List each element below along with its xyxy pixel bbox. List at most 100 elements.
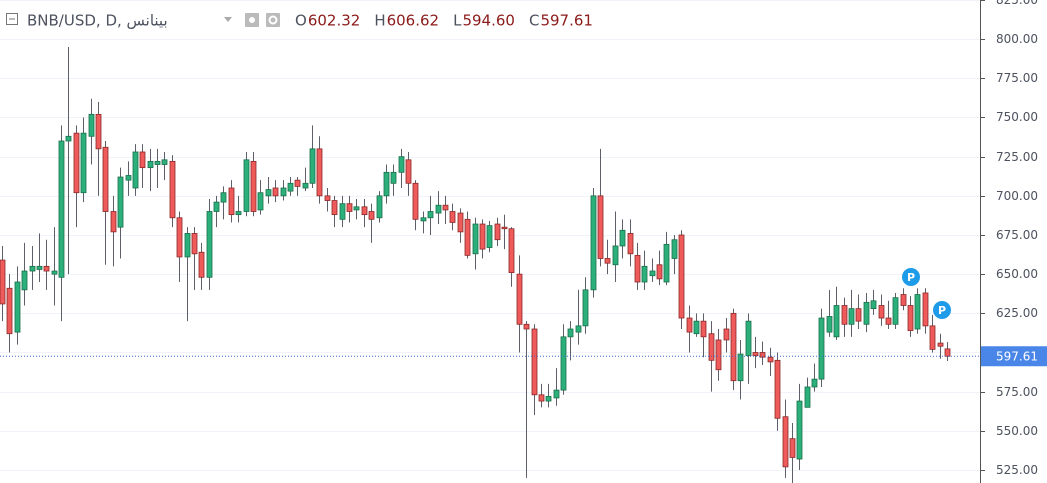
candle-body <box>619 229 626 247</box>
candle-body <box>272 187 279 197</box>
candle-body <box>678 234 685 319</box>
candle-body <box>545 395 552 402</box>
ohlc-key: C <box>529 12 539 30</box>
candle-body <box>265 189 272 197</box>
event-marker[interactable] <box>933 301 951 319</box>
candle-body <box>870 300 877 310</box>
candle-body <box>309 148 316 184</box>
candle-body <box>405 159 412 184</box>
candle-body <box>715 339 722 371</box>
candle-body <box>58 140 65 278</box>
header-bg <box>0 10 210 32</box>
candle-body <box>191 233 198 255</box>
candle-body <box>604 258 611 264</box>
candle-body <box>900 294 907 306</box>
candle-body <box>782 416 789 468</box>
candle-body <box>789 438 796 458</box>
candle-body <box>198 251 205 278</box>
dropdown-arrow[interactable] <box>224 17 232 22</box>
candle-body <box>833 305 840 338</box>
candle-body <box>464 218 471 256</box>
candle-body <box>553 389 560 399</box>
candle-body <box>435 204 442 214</box>
candle-body <box>95 113 102 150</box>
candle-body <box>427 211 434 219</box>
y-tick-label: 750.00 <box>996 110 1038 124</box>
candle-body <box>442 204 449 211</box>
event-marker[interactable] <box>902 268 920 286</box>
price-axis: 525.00550.00575.00600.00625.00650.00675.… <box>980 0 1047 477</box>
candle-body <box>671 239 678 259</box>
candle-body <box>472 223 479 255</box>
candle-body <box>686 317 693 333</box>
candle-body <box>80 132 87 194</box>
candle-body <box>774 359 781 419</box>
candle-body <box>88 113 95 137</box>
candle-body <box>708 333 715 361</box>
candle-body <box>582 289 589 327</box>
candle-body <box>745 320 752 357</box>
y-tick-label: 650.00 <box>996 267 1038 281</box>
candle-body <box>257 192 264 211</box>
candle-body <box>567 328 574 338</box>
event-marker-glyph: P <box>907 271 915 284</box>
y-tick-label: 525.00 <box>996 463 1038 477</box>
candle-body <box>213 201 220 212</box>
candles <box>0 46 980 483</box>
candle-body <box>848 308 855 325</box>
ohlc-values: O 602.32 H 606.62 L 594.60 C 597.61 <box>295 12 593 30</box>
candle-body <box>590 195 597 291</box>
candle-body <box>457 212 464 233</box>
settings-button[interactable] <box>266 13 280 27</box>
settings-glyph <box>268 15 278 25</box>
candle-body <box>885 317 892 325</box>
y-tick-label: 725.00 <box>996 150 1038 164</box>
y-tick-label: 700.00 <box>996 189 1038 203</box>
candle-body <box>641 265 648 283</box>
candle-body <box>147 160 154 169</box>
candle-body <box>280 187 287 197</box>
candle-body <box>331 200 338 216</box>
candle-body <box>922 292 929 327</box>
candle-body <box>723 328 730 341</box>
candle-body <box>560 336 567 391</box>
candle-body <box>398 156 405 173</box>
candle-body <box>878 305 885 319</box>
candle-body <box>14 281 21 333</box>
candle-body <box>206 211 213 278</box>
ohlc-key: L <box>453 12 462 30</box>
candle-body <box>29 265 36 272</box>
candle-body <box>102 146 109 212</box>
ohlc-value: 597.61 <box>540 12 593 30</box>
candle-body <box>929 325 936 350</box>
collapse-button[interactable] <box>6 13 18 25</box>
candle-body <box>656 264 663 280</box>
candle-body <box>538 394 545 402</box>
candle-body <box>597 195 604 259</box>
candle-body <box>65 135 72 142</box>
candle-body <box>324 195 331 201</box>
candle-body <box>937 342 944 347</box>
candle-body <box>841 305 848 325</box>
ohlc-key: O <box>295 12 307 30</box>
candle-body <box>855 308 862 322</box>
ohlc-value: 602.32 <box>308 12 361 30</box>
candle-body <box>353 206 360 211</box>
candle-body <box>612 245 619 266</box>
last-price-badge <box>981 346 1047 367</box>
candle-body <box>176 217 183 258</box>
candle-body <box>294 179 301 187</box>
y-tick-label: 675.00 <box>996 228 1038 242</box>
candle-body <box>634 254 641 283</box>
y-tick-label: 575.00 <box>996 385 1038 399</box>
candle-body <box>376 195 383 219</box>
candle-body <box>250 160 257 212</box>
y-tick-label: 550.00 <box>996 424 1038 438</box>
candle-body <box>516 273 523 325</box>
y-tick-label: 775.00 <box>996 71 1038 85</box>
candle-body <box>117 176 124 228</box>
candle-body <box>494 223 501 241</box>
candle-body <box>649 270 656 277</box>
candle-body <box>220 192 227 203</box>
candle-body <box>818 317 825 380</box>
